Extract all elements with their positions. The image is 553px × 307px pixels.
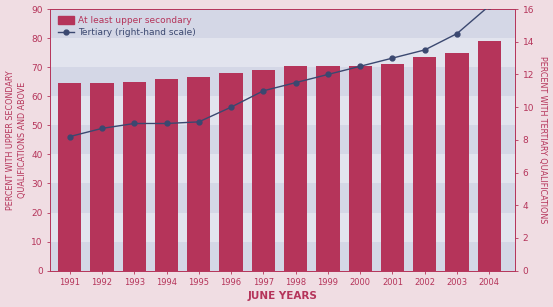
Bar — [50, 212, 515, 242]
Bar — [50, 67, 515, 96]
X-axis label: JUNE YEARS: JUNE YEARS — [248, 291, 317, 301]
Bar — [348, 66, 372, 271]
Bar — [50, 184, 515, 212]
Y-axis label: PERCENT WITH UPPER SECONDARY
QUALIFICATIONS AND ABOVE: PERCENT WITH UPPER SECONDARY QUALIFICATI… — [6, 70, 27, 210]
Bar — [187, 77, 211, 271]
Bar — [50, 96, 515, 125]
Bar — [413, 57, 436, 271]
Bar — [252, 70, 275, 271]
Bar — [284, 66, 307, 271]
Bar — [316, 66, 340, 271]
Bar — [50, 38, 515, 67]
Bar — [58, 83, 81, 271]
Bar — [220, 73, 243, 271]
Bar — [123, 82, 146, 271]
Bar — [50, 242, 515, 271]
Bar — [50, 125, 515, 154]
Bar — [478, 41, 501, 271]
Bar — [381, 64, 404, 271]
Bar — [50, 9, 515, 38]
Bar — [155, 79, 178, 271]
Bar — [50, 154, 515, 184]
Legend: At least upper secondary, Tertiary (right-hand scale): At least upper secondary, Tertiary (righ… — [55, 14, 199, 40]
Y-axis label: PERCENT WITH TERTIARY QUALIFICATIONS: PERCENT WITH TERTIARY QUALIFICATIONS — [539, 56, 547, 223]
Bar — [445, 53, 468, 271]
Bar — [90, 83, 113, 271]
